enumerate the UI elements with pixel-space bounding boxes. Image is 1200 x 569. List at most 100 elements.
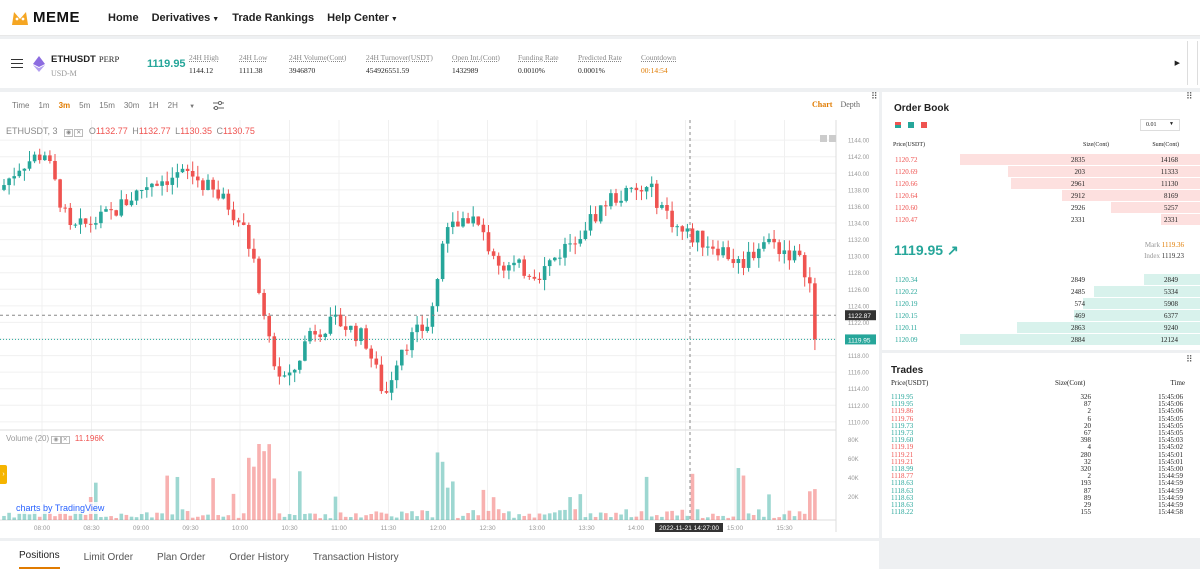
stat-value: 00:14:54: [641, 65, 668, 75]
tab-plan-order[interactable]: Plan Order: [157, 552, 206, 563]
volume-bar: [73, 511, 78, 520]
drag-handle-icon[interactable]: ⠿: [1186, 91, 1193, 101]
nav-help-center[interactable]: Help Center ▼: [327, 12, 398, 24]
candle-body: [333, 314, 338, 317]
tab-chart[interactable]: Chart: [811, 100, 833, 109]
candle-body: [298, 360, 302, 370]
trade-price: 1119.76: [891, 414, 914, 423]
bids-only-icon[interactable]: [908, 122, 914, 128]
interval-30m[interactable]: 30m: [123, 101, 140, 110]
volume-bar: [430, 517, 435, 520]
both-sides-icon[interactable]: [895, 122, 901, 128]
scroll-right-icon[interactable]: ▶: [1174, 60, 1180, 67]
logo[interactable]: MEME: [10, 9, 100, 27]
interval-1m[interactable]: 1m: [38, 101, 50, 110]
drag-handle-icon[interactable]: ⠿: [1186, 354, 1193, 364]
candle-body: [78, 218, 83, 225]
row-size: 574: [1074, 300, 1086, 308]
volume-bar: [675, 515, 679, 520]
candle-body: [262, 292, 266, 317]
eye-icon[interactable]: ◉: [51, 436, 61, 444]
interval-toolbar: Time 1m 3m 5m 15m 30m 1H 2H ▼: [12, 101, 225, 110]
volume-bar: [568, 497, 572, 520]
nav-trade-rankings[interactable]: Trade Rankings: [232, 11, 315, 24]
symbol-block[interactable]: ETHUSDT PERP USD-M: [51, 49, 147, 78]
ask-row[interactable]: 1120.69 203 11333: [882, 166, 1200, 177]
tradingview-link[interactable]: charts by TradingView: [14, 502, 107, 514]
volume-bar: [420, 510, 424, 520]
ask-row[interactable]: 1120.72 2835 14168: [882, 154, 1200, 165]
trade-size: 398: [1080, 436, 1092, 445]
candle-body: [512, 262, 516, 266]
volume-bar: [736, 468, 741, 520]
row-price: 1120.60: [895, 204, 918, 212]
trade-time: 15:45:00: [1158, 465, 1183, 473]
candle-body: [435, 279, 440, 307]
bid-row[interactable]: 1120.11 2863 9240: [882, 322, 1200, 333]
drag-handle-icon[interactable]: ⠿: [871, 91, 878, 101]
interval-1h[interactable]: 1H: [148, 101, 159, 110]
candle-body: [303, 341, 307, 361]
interval-5m[interactable]: 5m: [79, 101, 91, 110]
row-sum: 6377: [1164, 312, 1178, 320]
interval-3m[interactable]: 3m: [58, 101, 71, 110]
candle-body: [267, 316, 271, 337]
stat-24h-low: 24H Low 1111.38: [239, 53, 289, 75]
eye-icon[interactable]: ◉: [64, 129, 74, 137]
volume-bar: [415, 516, 419, 520]
volume-bar: [313, 513, 317, 520]
candle-body: [598, 205, 603, 222]
candle-body: [359, 328, 363, 342]
volume-bar: [808, 491, 812, 520]
candle-body: [37, 154, 42, 161]
bid-row[interactable]: 1120.22 2485 5334: [882, 286, 1200, 297]
menu-icon[interactable]: [11, 56, 23, 71]
low-value: 1130.35: [180, 126, 213, 136]
price-chart[interactable]: 1144.00 1142.00 1140.00 1138.00 1136.00 1134.…: [0, 120, 879, 532]
nav-derivatives[interactable]: Derivatives ▼: [152, 12, 220, 24]
row-sum: 5908: [1164, 300, 1178, 308]
tab-transaction-history[interactable]: Transaction History: [312, 552, 399, 563]
indicator-settings-icon[interactable]: [213, 101, 225, 110]
bid-row[interactable]: 1120.19 574 5908: [882, 298, 1200, 309]
volume-bar: [328, 518, 333, 520]
volume-bar: [797, 511, 802, 520]
ethereum-icon: [33, 55, 45, 72]
interval-2h[interactable]: 2H ▼: [168, 101, 204, 110]
nav-home[interactable]: Home: [108, 11, 139, 24]
volume-bar: [247, 457, 251, 520]
col-price: Price(USDT): [893, 142, 925, 148]
price-tick-label: 1124.00: [848, 304, 870, 310]
row-size: 2961: [1071, 180, 1085, 188]
volume-bar: [476, 515, 481, 520]
precision-select[interactable]: 0.01 ▼: [1140, 119, 1180, 131]
candle-body: [542, 266, 547, 280]
candle-body: [496, 255, 501, 266]
candle-body: [440, 243, 445, 280]
ask-row[interactable]: 1120.60 2926 5257: [882, 202, 1200, 213]
bid-row[interactable]: 1120.34 2849 2849: [882, 274, 1200, 285]
bid-row[interactable]: 1120.09 2884 12124: [882, 334, 1200, 345]
candle-body: [802, 255, 807, 278]
interval-time[interactable]: Time: [12, 101, 30, 110]
candle-body: [63, 207, 67, 209]
tab-order-history[interactable]: Order History: [229, 552, 289, 563]
scrollbar[interactable]: [1187, 41, 1198, 85]
bid-row[interactable]: 1120.15 469 6377: [882, 310, 1200, 321]
mark-index: Mark 1119.36 Index 1119.23: [1144, 240, 1184, 262]
tab-limit-order[interactable]: Limit Order: [83, 552, 134, 563]
close-icon[interactable]: ✕: [74, 129, 84, 137]
depth-bar: [1161, 214, 1200, 225]
close-icon[interactable]: ✕: [60, 436, 70, 444]
trade-size: 87: [1084, 486, 1091, 495]
trade-row: 1118.77 2 15:44:59: [891, 472, 1183, 480]
candle-body: [695, 230, 700, 243]
tab-positions[interactable]: Positions: [19, 550, 60, 569]
ask-row[interactable]: 1120.66 2961 11130: [882, 178, 1200, 189]
tab-depth[interactable]: Depth: [840, 100, 860, 109]
ask-row[interactable]: 1120.64 2912 8169: [882, 190, 1200, 201]
expand-handle-icon[interactable]: ›: [0, 465, 7, 484]
asks-only-icon[interactable]: [921, 122, 927, 128]
ask-row[interactable]: 1120.47 2331 2331: [882, 214, 1200, 225]
interval-15m[interactable]: 15m: [99, 101, 115, 110]
